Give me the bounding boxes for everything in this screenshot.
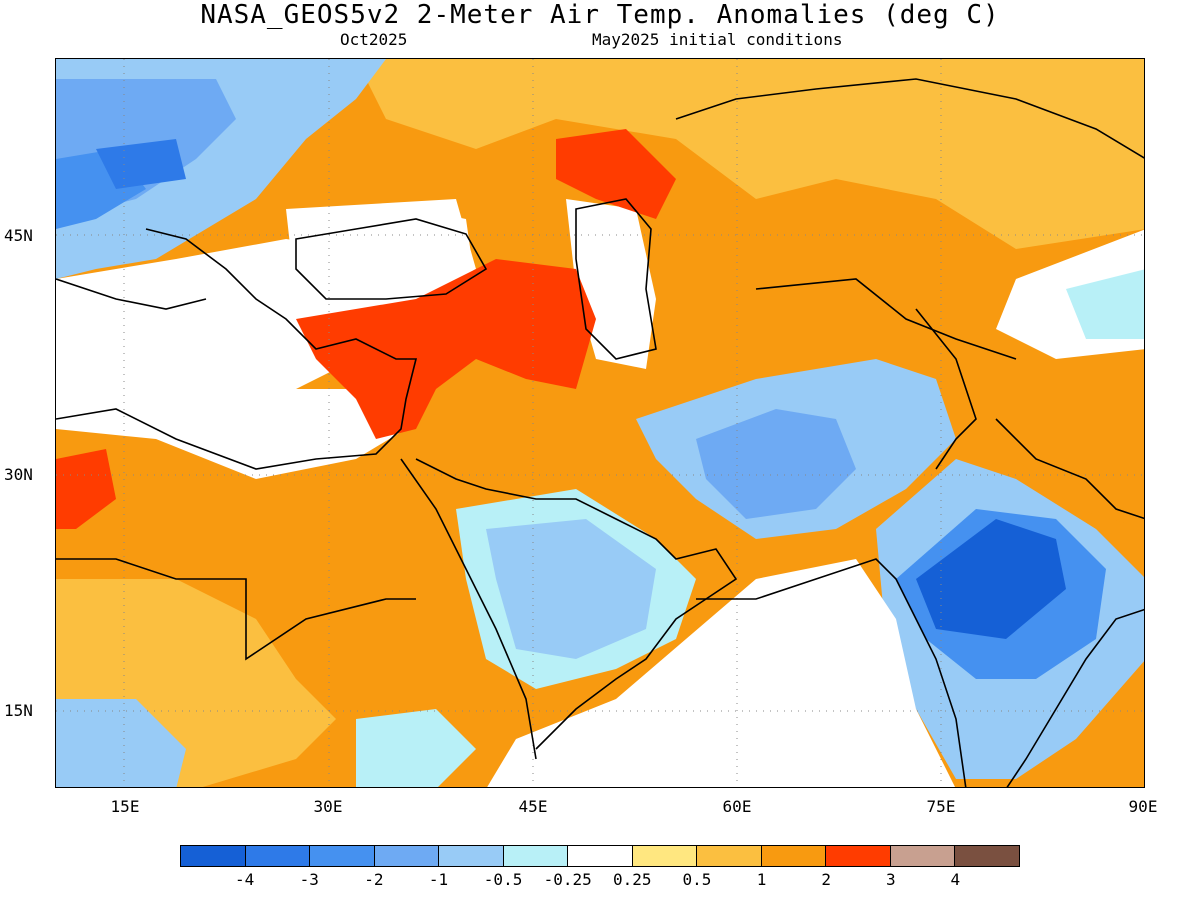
colorbar-swatch — [245, 846, 311, 866]
colorbar-swatch — [761, 846, 827, 866]
colorbar-label: -0.25 — [543, 870, 592, 889]
figure-title: NASA_GEOS5v2 2-Meter Air Temp. Anomalies… — [200, 0, 1000, 30]
lat-label-30n: 30N — [4, 465, 33, 484]
anomaly-very-cold-india — [916, 519, 1066, 639]
lon-label-15e: 15E — [110, 797, 140, 816]
colorbar-label: -1 — [428, 870, 449, 889]
anomaly-map — [55, 58, 1145, 788]
colorbar-label: 1 — [756, 870, 767, 889]
colorbar-swatch — [568, 846, 633, 866]
anomaly-warm-light-north — [356, 59, 1144, 249]
colorbar-label: -4 — [234, 870, 255, 889]
anomaly-cool-africa — [56, 699, 186, 787]
anomaly-cool-east — [1066, 269, 1144, 339]
anomaly-warm-tibet — [996, 339, 1144, 529]
lon-label-75e: 75E — [926, 797, 956, 816]
map-canvas — [56, 59, 1144, 787]
colorbar-swatch — [374, 846, 440, 866]
colorbar-swatch — [439, 846, 504, 866]
coastlines — [56, 78, 1144, 787]
anomaly-cool-ethiopia — [356, 709, 476, 787]
colorbar-label: 0.25 — [613, 870, 652, 889]
colorbar-label: 0.5 — [682, 870, 712, 889]
colorbar-swatch — [310, 846, 375, 866]
colorbar-label: -0.5 — [483, 870, 523, 889]
colorbar-swatch — [955, 846, 1019, 866]
colorbar — [180, 845, 1020, 867]
anomaly-cool-arabia — [486, 519, 656, 659]
lon-label-45e: 45E — [518, 797, 548, 816]
lat-label-45n: 45N — [4, 226, 33, 245]
colorbar-swatch — [826, 846, 891, 866]
lat-label-15n: 15N — [4, 701, 33, 720]
colorbar-label: -2 — [364, 870, 384, 889]
colorbar-label: 4 — [950, 870, 961, 889]
lon-label-90e: 90E — [1128, 797, 1158, 816]
anomaly-cool-iran-core — [696, 409, 856, 519]
colorbar-swatch — [697, 846, 762, 866]
anomaly-very-cold-europe — [96, 139, 186, 189]
anomaly-hot-sahara — [56, 449, 116, 529]
initial-conditions: May2025 initial conditions — [592, 30, 843, 49]
lon-label-60e: 60E — [722, 797, 752, 816]
colorbar-swatch — [890, 846, 956, 866]
anomaly-neutral-arabian-sea — [487, 559, 955, 787]
anomaly-neutral-blacksea — [286, 199, 476, 299]
colorbar-label: 2 — [821, 870, 831, 889]
colorbar-swatch — [632, 846, 698, 866]
anomaly-hot-central-asia — [556, 129, 676, 219]
colorbar-swatch — [503, 846, 569, 866]
colorbar-label: -3 — [299, 870, 319, 889]
colorbar-label: 3 — [885, 870, 896, 889]
colorbar-swatch — [181, 846, 246, 866]
graticule — [56, 59, 1144, 787]
lon-label-30e: 30E — [313, 797, 343, 816]
anomaly-hot-anatolia — [296, 259, 596, 439]
forecast-month: Oct2025 — [340, 30, 408, 49]
